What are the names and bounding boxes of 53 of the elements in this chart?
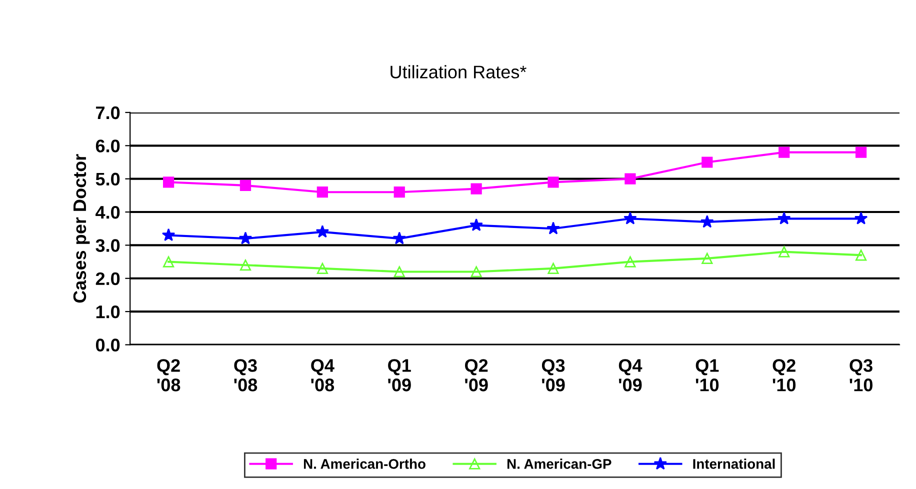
point: [702, 156, 713, 168]
point: [392, 232, 406, 244]
point: [778, 146, 790, 158]
x-tick-label: Q2 '10: [772, 359, 796, 392]
chart-title: Utilization Rates*: [390, 65, 526, 78]
x-tick-label: Q3 '09: [542, 359, 565, 392]
point: [162, 228, 176, 241]
point: [316, 262, 328, 274]
y-tick-label: 4.0: [96, 206, 120, 219]
x-tick-label: Q4 '09: [618, 359, 642, 392]
point: [778, 246, 790, 258]
point: [855, 250, 867, 261]
point: [470, 218, 483, 232]
point: [702, 252, 713, 264]
legend-label: International: [693, 458, 775, 469]
x-tick-label: Q1 '09: [388, 359, 411, 392]
point: [700, 215, 714, 228]
point: [394, 186, 405, 198]
y-tick-label: 3.0: [96, 239, 120, 252]
point: [548, 262, 559, 274]
point: [162, 176, 174, 188]
point: [240, 260, 252, 271]
y-tick-label: 1.0: [96, 305, 120, 318]
point: [855, 146, 867, 158]
legend-label: N. American-Ortho: [304, 458, 426, 469]
x-tick-label: Q2 '09: [465, 359, 488, 392]
point: [316, 224, 330, 238]
x-tick-label: Q4 '08: [311, 359, 334, 392]
point: [470, 183, 482, 194]
y-tick-label: 7.0: [96, 106, 120, 120]
point: [162, 256, 174, 268]
point: [548, 176, 559, 188]
point: [470, 266, 482, 278]
x-tick-label: Q1 '10: [696, 359, 719, 392]
point: [624, 212, 637, 224]
point: [624, 173, 636, 184]
point: [777, 212, 791, 224]
legend-label: N. American-GP: [507, 458, 612, 469]
point: [546, 222, 560, 234]
y-tick-label: 5.0: [96, 172, 120, 186]
y-tick-label: 6.0: [96, 140, 120, 152]
point: [238, 232, 252, 244]
x-tick-label: Q3 '10: [850, 359, 872, 392]
y-tick-label: 0.0: [96, 338, 120, 352]
x-tick-label: Q3 '08: [234, 359, 258, 392]
point: [240, 180, 252, 192]
y-tick-label: 2.0: [96, 272, 120, 286]
point: [854, 212, 868, 224]
y-axis-title: Cases per Doctor: [73, 154, 90, 303]
x-tick-label: Q2 '08: [157, 359, 180, 392]
point: [624, 256, 636, 268]
point: [316, 186, 328, 198]
point: [394, 266, 405, 278]
